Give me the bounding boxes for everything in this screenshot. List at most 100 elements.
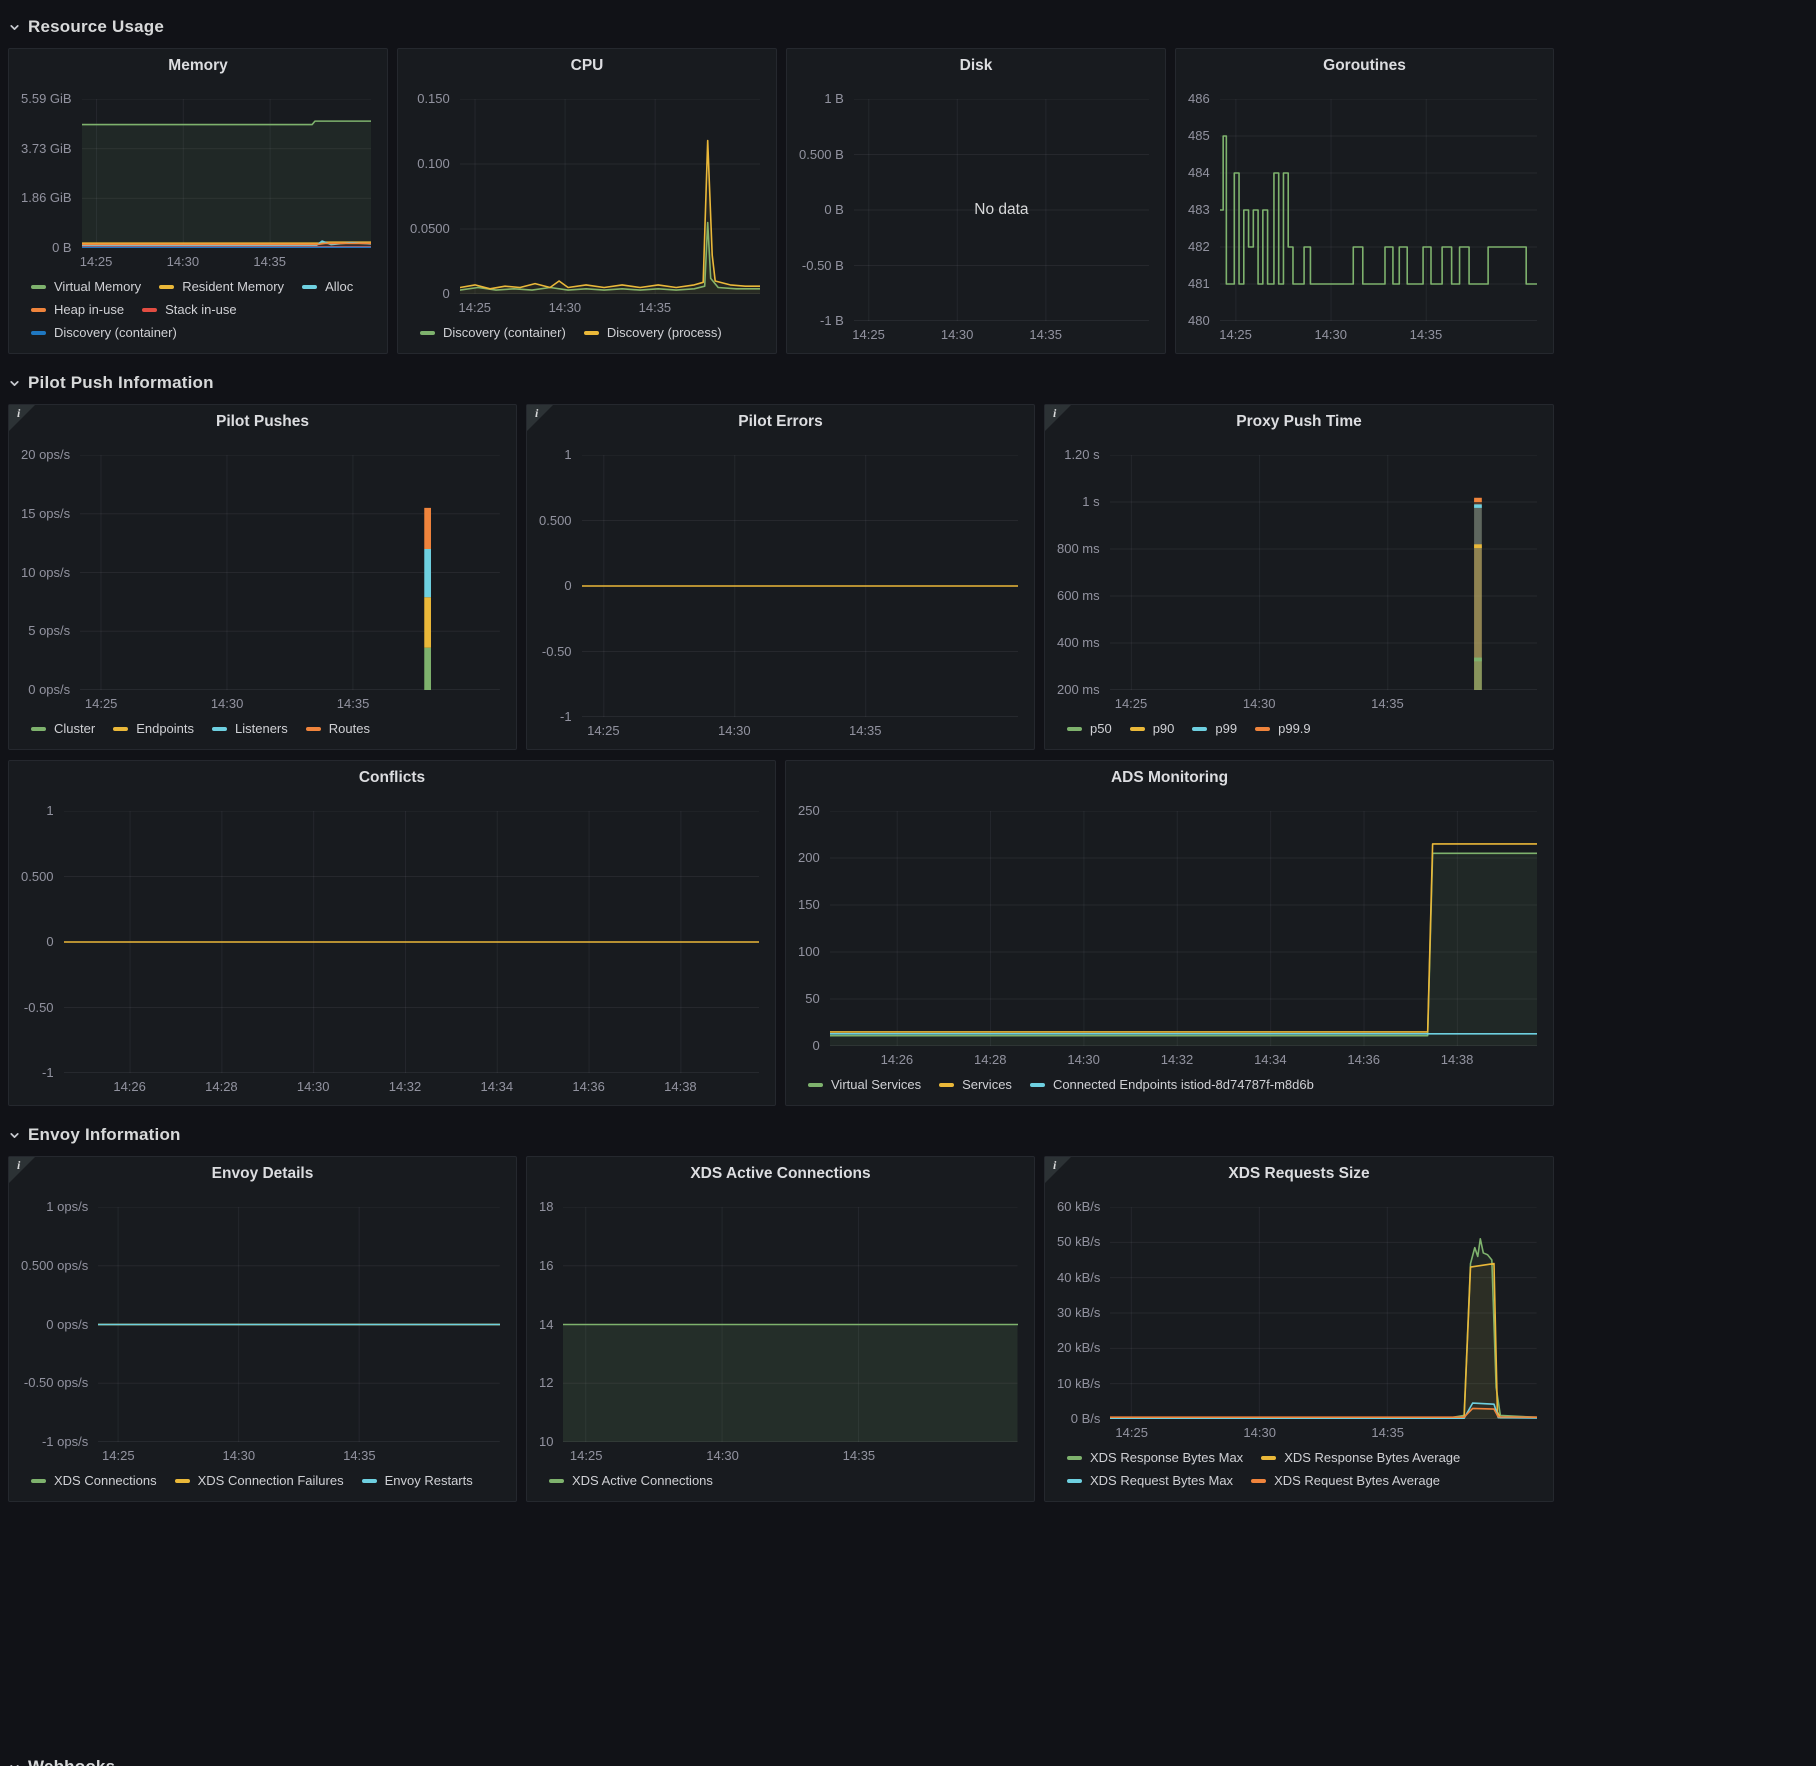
y-axis-tick-label: 800 ms — [1057, 541, 1100, 556]
row-header-envoy-information[interactable]: Envoy Information — [8, 1120, 181, 1150]
legend-item[interactable]: XDS Response Bytes Max — [1067, 1448, 1243, 1468]
chart-canvas[interactable] — [854, 99, 1149, 321]
x-axis-tick-label: 14:32 — [388, 1079, 422, 1094]
panel-title[interactable]: Disk — [959, 57, 993, 74]
legend-item[interactable]: XDS Request Bytes Max — [1067, 1471, 1233, 1491]
info-corner[interactable] — [1045, 1157, 1071, 1183]
legend-item[interactable]: p90 — [1129, 719, 1174, 739]
series-color-swatch — [159, 285, 175, 289]
chevron-down-icon — [8, 21, 21, 34]
panel-title[interactable]: Goroutines — [1323, 57, 1406, 74]
row-header-resource-usage[interactable]: Resource Usage — [8, 12, 164, 42]
chart-canvas[interactable] — [1110, 1207, 1537, 1419]
legend-item[interactable]: p99 — [1192, 719, 1237, 739]
legend-item[interactable]: Stack in-use — [142, 300, 237, 320]
x-axis-tick-label: 14:35 — [1409, 327, 1443, 342]
y-axis-tick-label: -1 — [559, 709, 572, 724]
legend-item-label: XDS Response Bytes Max — [1090, 1450, 1244, 1465]
panel-title[interactable]: Memory — [168, 57, 228, 74]
panel-xds-requests-size: XDS Requests Size i 60 kB/s 50 kB/s 40 kB/s 3… — [1044, 1156, 1554, 1502]
legend-item[interactable]: Listeners — [212, 719, 288, 739]
x-axis: 14:26 14:28 14:30 14:32 14:34 14:36 14:38 — [830, 1046, 1537, 1070]
legend-item[interactable]: Alloc — [302, 277, 353, 297]
panel-title[interactable]: XDS Active Connections — [690, 1165, 871, 1182]
info-corner[interactable] — [9, 405, 35, 431]
panel-disk: Disk 1 B 0.500 B 0 B -0.50 B -1 B No data 14:25… — [786, 48, 1166, 354]
series-color-swatch — [302, 285, 318, 289]
x-axis-tick-label: 14:25 — [1114, 696, 1148, 711]
plot-area: No data — [854, 99, 1149, 321]
chart-canvas[interactable] — [80, 455, 500, 690]
legend-item[interactable]: Discovery (container) — [420, 323, 566, 343]
legend-item[interactable]: XDS Request Bytes Average — [1251, 1471, 1440, 1491]
legend-item-label: Envoy Restarts — [384, 1473, 473, 1488]
x-axis: 14:26 14:28 14:30 14:32 14:34 14:36 14:38 — [64, 1073, 759, 1097]
legend-item[interactable]: XDS Connections — [31, 1471, 157, 1491]
legend-item[interactable]: Resident Memory — [159, 277, 284, 297]
panel-body: 1 ops/s 0.500 ops/s 0 ops/s -0.50 ops/s -1 o… — [9, 1191, 516, 1501]
legend-item[interactable]: Discovery (process) — [583, 323, 722, 343]
series-color-swatch — [420, 331, 435, 335]
info-corner[interactable] — [9, 1157, 35, 1183]
chart-canvas[interactable] — [563, 1207, 1018, 1442]
legend-item[interactable]: p99.9 — [1255, 719, 1311, 739]
panel-envoy-details: Envoy Details i 1 ops/s 0.500 ops/s 0 ops/s -… — [8, 1156, 517, 1502]
panel-title[interactable]: Proxy Push Time — [1236, 413, 1362, 430]
y-axis-tick-label: -0.50 — [23, 999, 54, 1015]
y-axis-tick-label: 12 — [539, 1375, 554, 1391]
panel-title[interactable]: ADS Monitoring — [1110, 769, 1229, 786]
row-title: Envoy Information — [28, 1125, 181, 1144]
legend-item[interactable]: XDS Active Connections — [549, 1471, 713, 1491]
chart-canvas[interactable] — [81, 99, 371, 248]
panel-title[interactable]: CPU — [570, 57, 604, 74]
legend-item[interactable]: Heap in-use — [31, 300, 124, 320]
plot-area — [1220, 99, 1537, 321]
chart-canvas[interactable] — [1220, 99, 1537, 321]
series-color-swatch — [1261, 1456, 1277, 1460]
panel-body: 60 kB/s 50 kB/s 40 kB/s 30 kB/s 20 kB/s 10 kB… — [1045, 1191, 1553, 1501]
chart-canvas[interactable] — [459, 99, 760, 294]
panel-header: XDS Requests Size — [1045, 1157, 1553, 1191]
panel-title[interactable]: Pilot Pushes — [215, 413, 310, 430]
legend-item[interactable]: Services — [939, 1075, 1012, 1095]
chart-canvas[interactable] — [582, 455, 1018, 717]
series-color-swatch — [1192, 727, 1208, 731]
panel-body: 250 200 150 100 50 0 14:26 14:28 14:30 14:32 14:34… — [786, 795, 1553, 1105]
panel-title[interactable]: Pilot Errors — [738, 413, 823, 430]
legend-item[interactable]: Connected Endpoints istiod-8d74787f-m8d6… — [1029, 1075, 1314, 1095]
legend-item[interactable]: Discovery (container) — [31, 323, 177, 343]
chart-canvas[interactable] — [98, 1207, 500, 1442]
legend-item[interactable]: Cluster — [31, 719, 95, 739]
legend-item[interactable]: Endpoints — [113, 719, 194, 739]
panel-title[interactable]: Conflicts — [358, 769, 426, 786]
legend-item[interactable]: Virtual Services — [808, 1075, 921, 1095]
panel-title[interactable]: XDS Requests Size — [1228, 1165, 1370, 1182]
chart-canvas[interactable] — [64, 811, 759, 1073]
legend-item[interactable]: Routes — [305, 719, 370, 739]
panel-memory: Memory 5.59 GiB 3.73 GiB 1.86 GiB 0 B 14:25 14… — [8, 48, 388, 354]
x-axis-tick-label: 14:28 — [205, 1079, 238, 1094]
y-axis: 1 ops/s 0.500 ops/s 0 ops/s -0.50 ops/s -1 o… — [21, 1199, 98, 1450]
legend-item[interactable]: XDS Connection Failures — [174, 1471, 344, 1491]
panel-title[interactable]: Envoy Details — [211, 1165, 314, 1182]
legend: XDS Active Connections — [539, 1466, 1018, 1493]
info-corner[interactable] — [1045, 405, 1071, 431]
legend-item[interactable]: Envoy Restarts — [361, 1471, 473, 1491]
x-axis-tick-label: 14:35 — [1029, 327, 1062, 342]
row-header-webhooks[interactable]: Webhooks — [8, 1752, 115, 1766]
legend-item[interactable]: p50 — [1067, 719, 1112, 739]
chart-canvas[interactable] — [829, 811, 1537, 1046]
y-axis-tick-label: 484 — [1188, 165, 1210, 180]
legend-item[interactable]: XDS Response Bytes Average — [1261, 1448, 1460, 1468]
y-axis-tick-label: 0 B — [52, 239, 72, 255]
y-axis-tick-label: 1.86 GiB — [21, 190, 72, 206]
legend-item-label: Routes — [328, 721, 370, 736]
row-header-pilot-push-information[interactable]: Pilot Push Information — [8, 368, 214, 398]
info-corner[interactable] — [527, 405, 553, 431]
x-axis-tick-label: 14:30 — [1242, 696, 1276, 711]
legend-item[interactable]: Virtual Memory — [31, 277, 141, 297]
chart-canvas[interactable] — [1110, 455, 1537, 690]
panel-ads-monitoring: ADS Monitoring 250 200 150 100 50 0 14:26 14:28 1… — [785, 760, 1554, 1106]
x-axis-tick-label: 14:38 — [1440, 1052, 1474, 1067]
